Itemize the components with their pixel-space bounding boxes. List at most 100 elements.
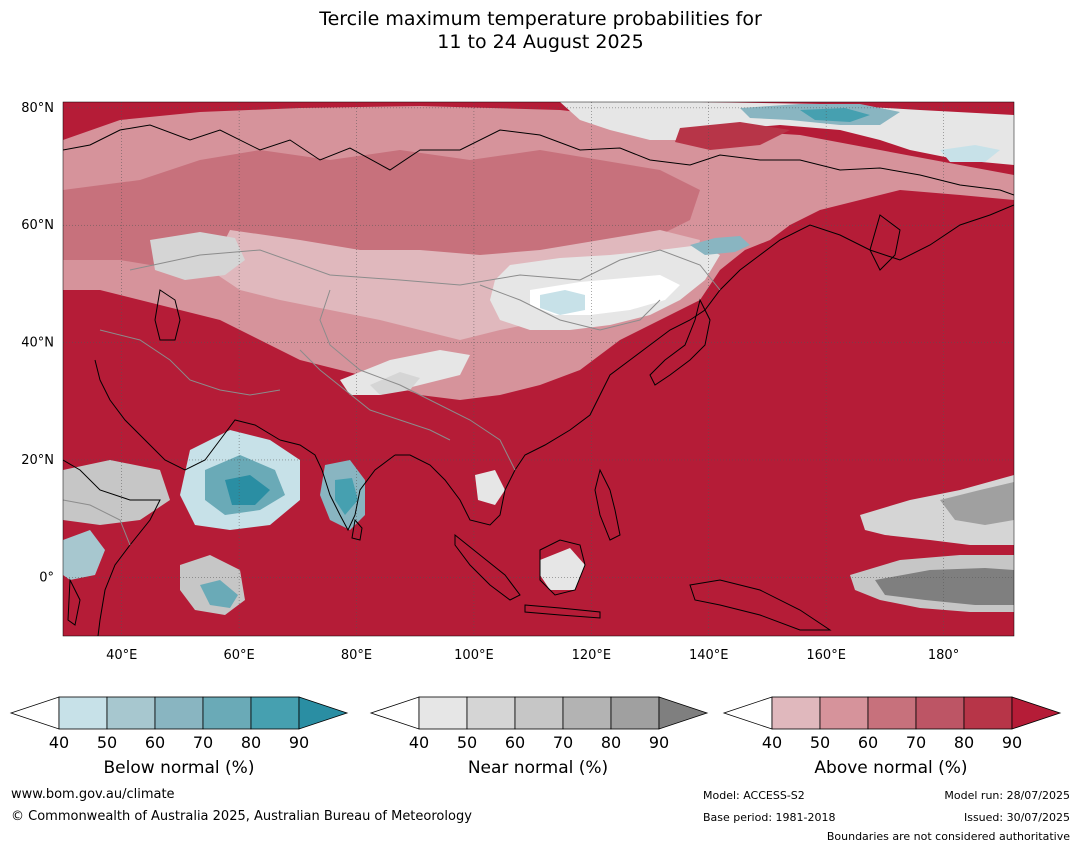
coastline-madagascar bbox=[67, 578, 81, 626]
colorbar-tick-label: 50 bbox=[457, 733, 477, 752]
lat-tick-label: 20°N bbox=[21, 453, 54, 468]
colorbar-tick-label: 90 bbox=[289, 733, 309, 752]
border-india-north bbox=[299, 349, 451, 441]
below-normal-arctic-core bbox=[800, 108, 870, 122]
colorbar-segment bbox=[154, 696, 204, 730]
coastlines bbox=[63, 124, 1014, 636]
colorbar-segment bbox=[915, 696, 965, 730]
coastline-arabia bbox=[94, 359, 281, 471]
border-russia-south bbox=[129, 249, 721, 291]
lat-tick-label: 60°N bbox=[21, 218, 54, 233]
coastline-kamchatka bbox=[869, 214, 901, 271]
colorbar-arrow-low bbox=[369, 696, 420, 730]
map-frame bbox=[62, 101, 1015, 637]
colorbar-tick-label: 70 bbox=[906, 733, 926, 752]
coastline-java bbox=[524, 604, 601, 619]
website-link[interactable]: www.bom.gov.au/climate bbox=[11, 787, 175, 802]
below-normal-amur bbox=[690, 236, 750, 255]
below-normal-mongolia bbox=[540, 290, 585, 315]
copyright-text: © Commonwealth of Australia 2025, Austra… bbox=[11, 809, 472, 824]
coastline-sri-lanka bbox=[351, 518, 363, 541]
colorbar-segment bbox=[514, 696, 564, 730]
colorbar-label-above: Above normal (%) bbox=[814, 758, 968, 778]
colorbar-tick-label: 90 bbox=[1002, 733, 1022, 752]
border-mongolia bbox=[479, 284, 661, 331]
coastline-japan bbox=[649, 298, 711, 386]
colorbar-segment bbox=[610, 696, 660, 730]
near-normal-horn-africa bbox=[63, 460, 170, 525]
colorbar-arrow-low bbox=[9, 696, 60, 730]
coastline-philippines bbox=[594, 468, 621, 541]
coastline-pacific bbox=[514, 204, 1014, 471]
colorbar: 40 50 60 70 80 90 bbox=[722, 696, 1062, 752]
coastline-borneo bbox=[539, 539, 586, 596]
lon-tick-label: 120°E bbox=[572, 648, 612, 663]
colorbar-segment bbox=[202, 696, 252, 730]
map-panel[interactable] bbox=[63, 102, 1014, 636]
graticule bbox=[63, 102, 1014, 636]
lat-tick-label: 40°N bbox=[21, 336, 54, 351]
colorbar-arrow-high bbox=[1011, 696, 1062, 730]
below-normal-chukotka bbox=[940, 145, 1000, 162]
colorbar-tick-label: 80 bbox=[241, 733, 261, 752]
colorbar: 40 50 60 70 80 90 bbox=[9, 696, 349, 752]
colorbar-segment bbox=[58, 696, 108, 730]
colorbar-tick-label: 70 bbox=[193, 733, 213, 752]
colorbar-tick-label: 60 bbox=[145, 733, 165, 752]
colorbar-segment bbox=[418, 696, 468, 730]
disclaimer-text: Boundaries are not considered authoritat… bbox=[826, 830, 1070, 843]
model-text: Model: ACCESS-S2 bbox=[703, 789, 805, 802]
colorbar-segment bbox=[867, 696, 917, 730]
border-africa bbox=[63, 499, 131, 546]
lon-tick-label: 60°E bbox=[223, 648, 254, 663]
colorbar-arrow-high bbox=[658, 696, 709, 730]
colorbars: 40 50 60 70 80 90 40 50 60 70 80 90 40 50 60 70 80 90 bbox=[9, 696, 1062, 752]
lat-tick-label: 0° bbox=[39, 570, 54, 585]
lon-tick-label: 100°E bbox=[454, 648, 494, 663]
coastline-india bbox=[279, 439, 396, 532]
map-title: Tercile maximum temperature probabilitie… bbox=[0, 8, 1081, 54]
coastline-arctic bbox=[63, 124, 1014, 196]
below-normal-arabian-sea-80 bbox=[225, 475, 270, 505]
title-line-2: 11 to 24 August 2025 bbox=[437, 31, 644, 53]
title-line-1: Tercile maximum temperature probabilitie… bbox=[319, 8, 762, 30]
colorbar-segment bbox=[963, 696, 1013, 730]
colorbar-arrow-high bbox=[298, 696, 349, 730]
colorbar-tick-label: 50 bbox=[97, 733, 117, 752]
colorbar-segment bbox=[466, 696, 516, 730]
issued-text: Issued: 30/07/2025 bbox=[963, 811, 1070, 824]
colorbar-tick-label: 80 bbox=[601, 733, 621, 752]
model-run-text: Model run: 28/07/2025 bbox=[944, 789, 1070, 802]
colorbar-label-near: Near normal (%) bbox=[467, 758, 609, 778]
colorbar-tick-label: 60 bbox=[858, 733, 878, 752]
coastline-new-guinea bbox=[689, 579, 832, 631]
lon-tick-label: 160°E bbox=[806, 648, 846, 663]
colorbar-tick-label: 40 bbox=[49, 733, 69, 752]
below-normal-indian-ocean bbox=[200, 580, 238, 608]
colorbar-tick-label: 40 bbox=[762, 733, 782, 752]
border-china-west bbox=[319, 289, 516, 471]
colorbar-label-below: Below normal (%) bbox=[103, 758, 255, 778]
above-normal-arctic-deep bbox=[675, 122, 790, 150]
coastline-sumatra bbox=[454, 533, 521, 601]
colorbar-segment bbox=[106, 696, 156, 730]
latitude-labels: 80°N 60°N 40°N 20°N 0° bbox=[21, 101, 54, 585]
colorbar-tick-label: 80 bbox=[954, 733, 974, 752]
near-normal-west-pacific-deep bbox=[940, 482, 1014, 525]
colorbar-tick-label: 60 bbox=[505, 733, 525, 752]
colorbar-segment bbox=[819, 696, 869, 730]
colorbar-tick-label: 50 bbox=[810, 733, 830, 752]
colorbar-arrow-low bbox=[722, 696, 773, 730]
colorbar-tick-label: 40 bbox=[409, 733, 429, 752]
near-normal-south-china-sea bbox=[540, 548, 585, 590]
near-normal-indochina bbox=[475, 470, 505, 505]
colorbar-tick-label: 90 bbox=[649, 733, 669, 752]
near-normal-arctic bbox=[560, 102, 1014, 165]
colorbar-segment bbox=[562, 696, 612, 730]
near-normal-tibet bbox=[340, 350, 470, 395]
below-normal-bay-core bbox=[335, 478, 358, 515]
colorbar-segment bbox=[250, 696, 300, 730]
lat-tick-label: 80°N bbox=[21, 101, 54, 116]
lon-tick-label: 180° bbox=[928, 648, 959, 663]
